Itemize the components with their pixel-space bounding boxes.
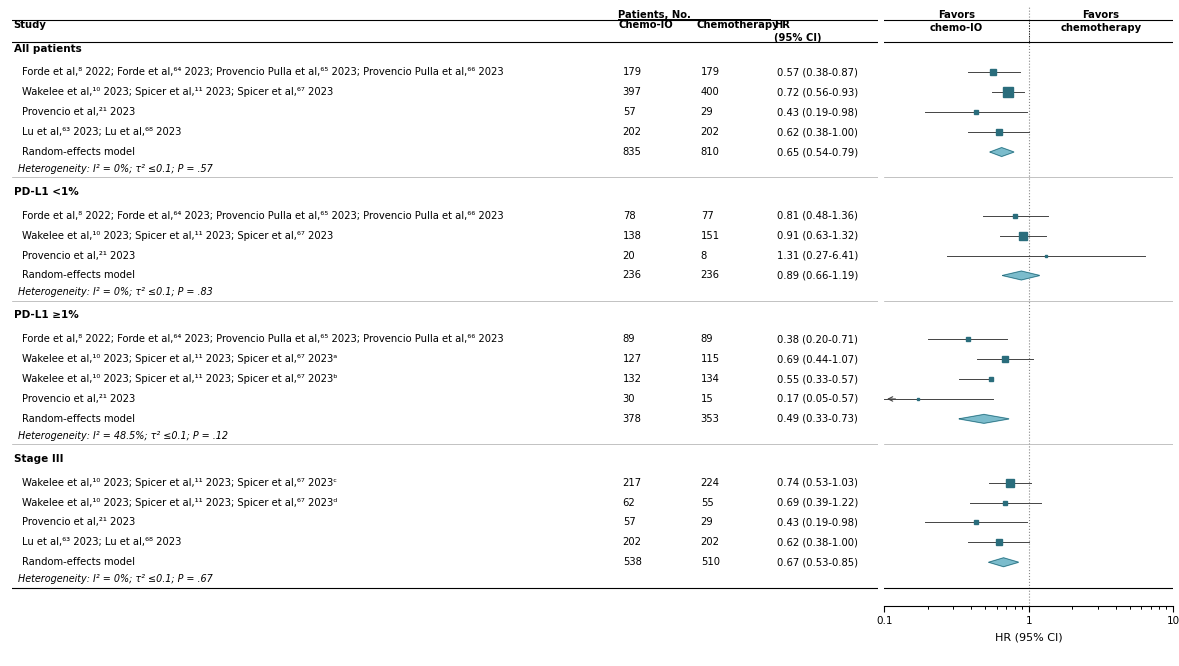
Text: 151: 151 [700, 230, 720, 240]
Text: 835: 835 [623, 147, 641, 157]
Text: Favors
chemo-IO: Favors chemo-IO [930, 10, 983, 33]
Text: 127: 127 [623, 354, 641, 364]
Text: Provencio et al,²¹ 2023: Provencio et al,²¹ 2023 [22, 394, 136, 404]
Text: 0.67 (0.53-0.85): 0.67 (0.53-0.85) [777, 557, 858, 567]
Text: 179: 179 [700, 67, 720, 77]
Text: Chemotherapy: Chemotherapy [697, 20, 779, 30]
Text: Heterogeneity: I² = 0%; τ² ≤0.1; P = .57: Heterogeneity: I² = 0%; τ² ≤0.1; P = .57 [18, 164, 212, 174]
Text: 0.43 (0.19-0.98): 0.43 (0.19-0.98) [777, 107, 858, 117]
Text: Lu et al,⁶³ 2023; Lu et al,⁶⁸ 2023: Lu et al,⁶³ 2023; Lu et al,⁶⁸ 2023 [22, 537, 182, 547]
Text: Favors
chemotherapy: Favors chemotherapy [1060, 10, 1141, 33]
Polygon shape [960, 414, 1009, 424]
Text: Stage III: Stage III [13, 454, 62, 464]
Text: Random-effects model: Random-effects model [22, 147, 136, 157]
Text: 400: 400 [700, 87, 719, 97]
Text: 202: 202 [700, 537, 719, 547]
Text: 236: 236 [700, 270, 719, 280]
Text: 62: 62 [623, 498, 635, 507]
Text: 202: 202 [700, 127, 719, 137]
Text: 353: 353 [700, 414, 719, 424]
Text: 20: 20 [623, 250, 635, 260]
Text: Wakelee et al,¹⁰ 2023; Spicer et al,¹¹ 2023; Spicer et al,⁶⁷ 2023ᵈ: Wakelee et al,¹⁰ 2023; Spicer et al,¹¹ 2… [22, 498, 337, 507]
Polygon shape [989, 558, 1019, 567]
Text: 55: 55 [700, 498, 713, 507]
Text: 29: 29 [700, 517, 713, 527]
Text: PD-L1 ≥1%: PD-L1 ≥1% [13, 310, 78, 320]
Polygon shape [1002, 271, 1040, 280]
Text: Chemo-IO: Chemo-IO [618, 20, 673, 30]
Text: 134: 134 [700, 374, 719, 384]
Text: Heterogeneity: I² = 48.5%; τ² ≤0.1; P = .12: Heterogeneity: I² = 48.5%; τ² ≤0.1; P = … [18, 431, 228, 441]
Text: 0.89 (0.66-1.19): 0.89 (0.66-1.19) [777, 270, 858, 280]
Text: 15: 15 [700, 394, 713, 404]
Text: 30: 30 [623, 394, 635, 404]
Text: 0.81 (0.48-1.36): 0.81 (0.48-1.36) [777, 210, 858, 220]
Text: 0.69 (0.44-1.07): 0.69 (0.44-1.07) [777, 354, 858, 364]
Text: 0.91 (0.63-1.32): 0.91 (0.63-1.32) [777, 230, 858, 240]
Text: 78: 78 [623, 210, 635, 220]
Text: Heterogeneity: I² = 0%; τ² ≤0.1; P = .67: Heterogeneity: I² = 0%; τ² ≤0.1; P = .67 [18, 574, 212, 584]
Text: All patients: All patients [13, 43, 81, 53]
Text: 0.38 (0.20-0.71): 0.38 (0.20-0.71) [777, 334, 858, 344]
Text: Forde et al,⁸ 2022; Forde et al,⁶⁴ 2023; Provencio Pulla et al,⁶⁵ 2023; Provenci: Forde et al,⁸ 2022; Forde et al,⁶⁴ 2023;… [22, 334, 503, 344]
Text: 217: 217 [623, 478, 641, 488]
Text: 0.65 (0.54-0.79): 0.65 (0.54-0.79) [777, 147, 858, 157]
Text: Lu et al,⁶³ 2023; Lu et al,⁶⁸ 2023: Lu et al,⁶³ 2023; Lu et al,⁶⁸ 2023 [22, 127, 182, 137]
Text: Wakelee et al,¹⁰ 2023; Spicer et al,¹¹ 2023; Spicer et al,⁶⁷ 2023ᵇ: Wakelee et al,¹⁰ 2023; Spicer et al,¹¹ 2… [22, 374, 338, 384]
Text: 510: 510 [700, 557, 719, 567]
Text: HR
(95% CI): HR (95% CI) [775, 20, 822, 43]
Text: 115: 115 [700, 354, 720, 364]
Text: 0.17 (0.05-0.57): 0.17 (0.05-0.57) [777, 394, 858, 404]
Text: 77: 77 [700, 210, 713, 220]
Polygon shape [990, 148, 1014, 157]
Text: Wakelee et al,¹⁰ 2023; Spicer et al,¹¹ 2023; Spicer et al,⁶⁷ 2023ᵃ: Wakelee et al,¹⁰ 2023; Spicer et al,¹¹ 2… [22, 354, 337, 364]
Text: 810: 810 [700, 147, 719, 157]
Text: 0.62 (0.38-1.00): 0.62 (0.38-1.00) [777, 127, 858, 137]
Text: PD-L1 <1%: PD-L1 <1% [13, 187, 78, 197]
Text: 132: 132 [623, 374, 641, 384]
Text: Provencio et al,²¹ 2023: Provencio et al,²¹ 2023 [22, 250, 136, 260]
Text: 89: 89 [700, 334, 713, 344]
Text: Provencio et al,²¹ 2023: Provencio et al,²¹ 2023 [22, 107, 136, 117]
Text: 57: 57 [623, 517, 635, 527]
Text: Random-effects model: Random-effects model [22, 557, 136, 567]
Text: 378: 378 [623, 414, 641, 424]
Text: 179: 179 [623, 67, 641, 77]
Text: Forde et al,⁸ 2022; Forde et al,⁶⁴ 2023; Provencio Pulla et al,⁶⁵ 2023; Provenci: Forde et al,⁸ 2022; Forde et al,⁶⁴ 2023;… [22, 67, 503, 77]
Text: 397: 397 [623, 87, 641, 97]
Text: 0.49 (0.33-0.73): 0.49 (0.33-0.73) [777, 414, 857, 424]
Text: 0.69 (0.39-1.22): 0.69 (0.39-1.22) [777, 498, 858, 507]
Text: Wakelee et al,¹⁰ 2023; Spicer et al,¹¹ 2023; Spicer et al,⁶⁷ 2023ᶜ: Wakelee et al,¹⁰ 2023; Spicer et al,¹¹ 2… [22, 478, 337, 488]
Text: 202: 202 [623, 127, 641, 137]
Text: Study: Study [13, 20, 46, 30]
Text: Heterogeneity: I² = 0%; τ² ≤0.1; P = .83: Heterogeneity: I² = 0%; τ² ≤0.1; P = .83 [18, 288, 212, 298]
Text: Forde et al,⁸ 2022; Forde et al,⁶⁴ 2023; Provencio Pulla et al,⁶⁵ 2023; Provenci: Forde et al,⁸ 2022; Forde et al,⁶⁴ 2023;… [22, 210, 503, 220]
Text: 138: 138 [623, 230, 641, 240]
X-axis label: HR (95% CI): HR (95% CI) [995, 632, 1062, 642]
Text: 1.31 (0.27-6.41): 1.31 (0.27-6.41) [777, 250, 858, 260]
Text: 202: 202 [623, 537, 641, 547]
Text: 29: 29 [700, 107, 713, 117]
Text: Patients, No.: Patients, No. [618, 10, 691, 20]
Text: Provencio et al,²¹ 2023: Provencio et al,²¹ 2023 [22, 517, 136, 527]
Text: Wakelee et al,¹⁰ 2023; Spicer et al,¹¹ 2023; Spicer et al,⁶⁷ 2023: Wakelee et al,¹⁰ 2023; Spicer et al,¹¹ 2… [22, 230, 334, 240]
Text: 538: 538 [623, 557, 641, 567]
Text: 0.74 (0.53-1.03): 0.74 (0.53-1.03) [777, 478, 858, 488]
Text: 224: 224 [700, 478, 719, 488]
Text: 89: 89 [623, 334, 635, 344]
Text: 0.57 (0.38-0.87): 0.57 (0.38-0.87) [777, 67, 858, 77]
Text: Random-effects model: Random-effects model [22, 414, 136, 424]
Text: 0.72 (0.56-0.93): 0.72 (0.56-0.93) [777, 87, 858, 97]
Text: 8: 8 [700, 250, 707, 260]
Text: 0.55 (0.33-0.57): 0.55 (0.33-0.57) [777, 374, 858, 384]
Text: 0.62 (0.38-1.00): 0.62 (0.38-1.00) [777, 537, 858, 547]
Text: Random-effects model: Random-effects model [22, 270, 136, 280]
Text: 57: 57 [623, 107, 635, 117]
Text: Wakelee et al,¹⁰ 2023; Spicer et al,¹¹ 2023; Spicer et al,⁶⁷ 2023: Wakelee et al,¹⁰ 2023; Spicer et al,¹¹ 2… [22, 87, 334, 97]
Text: 0.43 (0.19-0.98): 0.43 (0.19-0.98) [777, 517, 858, 527]
Text: 236: 236 [623, 270, 641, 280]
